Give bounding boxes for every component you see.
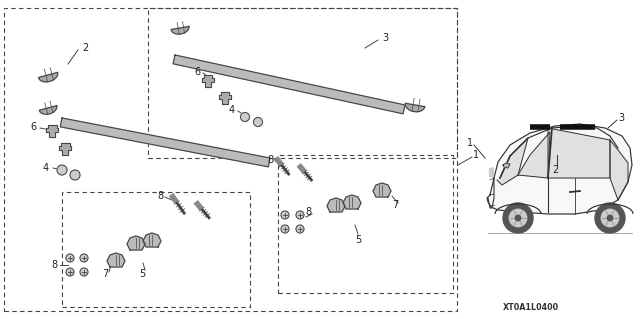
Polygon shape: [503, 163, 510, 168]
Polygon shape: [343, 195, 361, 209]
Circle shape: [509, 209, 527, 227]
Text: XT0A1L0400: XT0A1L0400: [503, 303, 559, 313]
Circle shape: [602, 209, 619, 227]
Circle shape: [296, 211, 304, 219]
Circle shape: [515, 215, 521, 221]
Text: 2: 2: [82, 43, 88, 53]
Circle shape: [607, 215, 612, 221]
Polygon shape: [548, 128, 610, 178]
Text: 2: 2: [552, 165, 558, 175]
Polygon shape: [39, 106, 57, 114]
Circle shape: [253, 117, 262, 127]
Circle shape: [66, 268, 74, 276]
Text: 1: 1: [467, 138, 473, 148]
Polygon shape: [219, 92, 231, 104]
Text: 7: 7: [392, 200, 398, 210]
Polygon shape: [171, 26, 189, 34]
Polygon shape: [487, 124, 632, 214]
Polygon shape: [38, 72, 58, 82]
Polygon shape: [127, 236, 145, 250]
Text: 4: 4: [229, 105, 235, 115]
Circle shape: [281, 225, 289, 233]
Text: 6: 6: [30, 122, 36, 132]
Text: 3: 3: [382, 33, 388, 43]
Text: 8: 8: [267, 155, 273, 165]
Polygon shape: [497, 138, 528, 185]
Circle shape: [296, 225, 304, 233]
Polygon shape: [45, 125, 58, 137]
Text: 4: 4: [43, 163, 49, 173]
Text: 7: 7: [102, 269, 108, 279]
Circle shape: [281, 211, 289, 219]
Text: 6: 6: [194, 67, 200, 77]
Polygon shape: [518, 132, 550, 178]
Polygon shape: [327, 198, 345, 212]
Text: 3: 3: [618, 113, 624, 123]
Circle shape: [241, 113, 250, 122]
Text: 8: 8: [305, 207, 311, 217]
Circle shape: [503, 203, 533, 233]
Polygon shape: [373, 183, 391, 197]
Circle shape: [595, 203, 625, 233]
Text: 5: 5: [355, 235, 361, 245]
Polygon shape: [60, 118, 270, 167]
Polygon shape: [59, 143, 71, 155]
Polygon shape: [143, 233, 161, 247]
Circle shape: [66, 254, 74, 262]
Text: 5: 5: [139, 269, 145, 279]
Circle shape: [57, 165, 67, 175]
Circle shape: [80, 254, 88, 262]
Text: 8: 8: [51, 260, 57, 270]
Circle shape: [70, 170, 80, 180]
Polygon shape: [405, 103, 425, 112]
Text: 1: 1: [473, 150, 479, 160]
Text: 8: 8: [157, 191, 163, 201]
Circle shape: [80, 268, 88, 276]
Polygon shape: [202, 75, 214, 87]
Polygon shape: [173, 55, 405, 114]
Polygon shape: [489, 168, 493, 176]
Polygon shape: [107, 253, 125, 267]
Polygon shape: [610, 140, 628, 200]
